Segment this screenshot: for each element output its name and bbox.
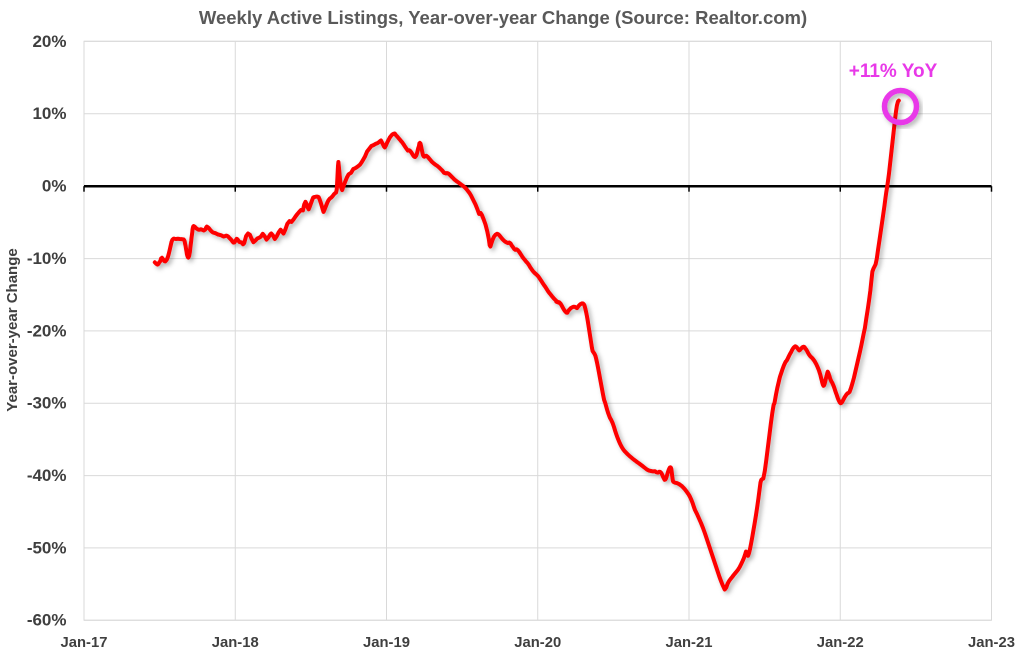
svg-text:-50%: -50% xyxy=(27,538,67,557)
svg-text:+11% YoY: +11% YoY xyxy=(849,61,938,82)
svg-text:-10%: -10% xyxy=(27,249,67,268)
svg-text:-30%: -30% xyxy=(27,394,67,413)
svg-text:0%: 0% xyxy=(42,177,67,196)
svg-text:20%: 20% xyxy=(32,32,66,51)
svg-text:-40%: -40% xyxy=(27,466,67,485)
svg-text:Weekly Active Listings, Year-o: Weekly Active Listings, Year-over-year C… xyxy=(199,7,807,28)
svg-text:Jan-17: Jan-17 xyxy=(61,635,108,651)
svg-text:10%: 10% xyxy=(32,104,66,123)
svg-text:Jan-19: Jan-19 xyxy=(363,635,410,651)
svg-text:Jan-20: Jan-20 xyxy=(514,635,561,651)
svg-text:Jan-18: Jan-18 xyxy=(212,635,259,651)
svg-text:-20%: -20% xyxy=(27,321,67,340)
svg-text:Year-over-year Change: Year-over-year Change xyxy=(4,248,21,411)
svg-text:Jan-23: Jan-23 xyxy=(968,635,1015,651)
svg-text:-60%: -60% xyxy=(27,611,67,630)
svg-text:Jan-21: Jan-21 xyxy=(666,635,713,651)
svg-text:Jan-22: Jan-22 xyxy=(817,635,864,651)
